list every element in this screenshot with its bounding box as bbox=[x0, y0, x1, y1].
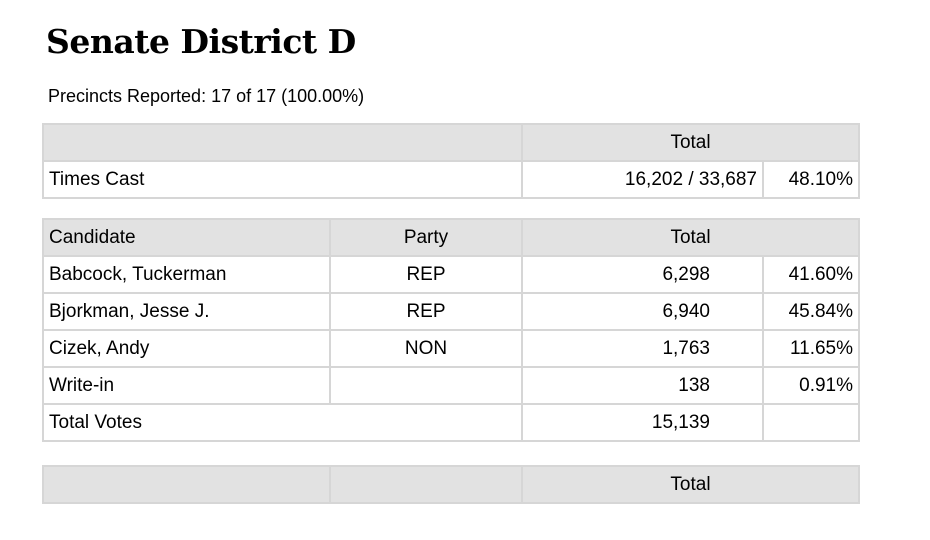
party-cell bbox=[329, 366, 523, 405]
value-cell: 16,202 / 33,687 bbox=[521, 160, 764, 199]
footer-table: Total bbox=[42, 465, 860, 504]
column-header: Party bbox=[329, 218, 523, 257]
party-cell: REP bbox=[329, 292, 523, 331]
percent-cell: 11.65% bbox=[761, 329, 861, 368]
candidate-cell: Babcock, Tuckerman bbox=[42, 255, 331, 294]
times-cast-table: Total Times Cast 16,202 / 33,687 48.10% bbox=[42, 123, 861, 199]
votes-cell: 6,298 bbox=[521, 255, 764, 294]
row: Times Cast 16,202 / 33,687 48.10% bbox=[42, 160, 861, 199]
empty-cell bbox=[42, 123, 523, 162]
candidate-cell: Bjorkman, Jesse J. bbox=[42, 292, 331, 331]
candidate-cell: Cizek, Andy bbox=[42, 329, 331, 368]
party-cell: REP bbox=[329, 255, 523, 294]
percent-cell: 45.84% bbox=[761, 292, 861, 331]
percent-cell: 41.60% bbox=[761, 255, 861, 294]
row: Cizek, Andy NON 1,763 11.65% bbox=[42, 329, 861, 368]
column-header: Total bbox=[521, 465, 860, 504]
empty-cell bbox=[329, 465, 523, 504]
votes-cell: 1,763 bbox=[521, 329, 764, 368]
title: Senate District D bbox=[46, 22, 356, 61]
votes-cell: 6,940 bbox=[521, 292, 764, 331]
row: Babcock, Tuckerman REP 6,298 41.60% bbox=[42, 255, 861, 294]
subtitle: Precincts Reported: 17 of 17 (100.00%) bbox=[48, 86, 365, 106]
percent-cell: 0.91% bbox=[761, 366, 861, 405]
column-header: Total bbox=[520, 123, 861, 162]
results-table: Candidate Party Total Babcock, Tuckerman… bbox=[42, 218, 861, 442]
party-cell: NON bbox=[329, 329, 523, 368]
votes-cell: 138 bbox=[521, 366, 764, 405]
row: Total Votes 15,139 bbox=[42, 403, 861, 442]
column-header: Total bbox=[520, 218, 861, 257]
empty-cell bbox=[42, 465, 331, 504]
total-label-cell: Total Votes bbox=[42, 403, 523, 442]
header-row: Candidate Party Total bbox=[42, 218, 861, 257]
label-cell: Times Cast bbox=[42, 160, 523, 199]
row: Write-in 138 0.91% bbox=[42, 366, 861, 405]
header-row: Total bbox=[42, 465, 860, 504]
row: Bjorkman, Jesse J. REP 6,940 45.84% bbox=[42, 292, 861, 331]
column-header: Candidate bbox=[42, 218, 331, 257]
candidate-cell: Write-in bbox=[42, 366, 331, 405]
total-value-cell: 15,139 bbox=[521, 403, 764, 442]
results-body: Candidate Party Total Babcock, Tuckerman… bbox=[42, 218, 861, 442]
empty-cell bbox=[761, 403, 861, 442]
percent-cell: 48.10% bbox=[761, 160, 861, 199]
header-row: Total bbox=[42, 123, 861, 162]
